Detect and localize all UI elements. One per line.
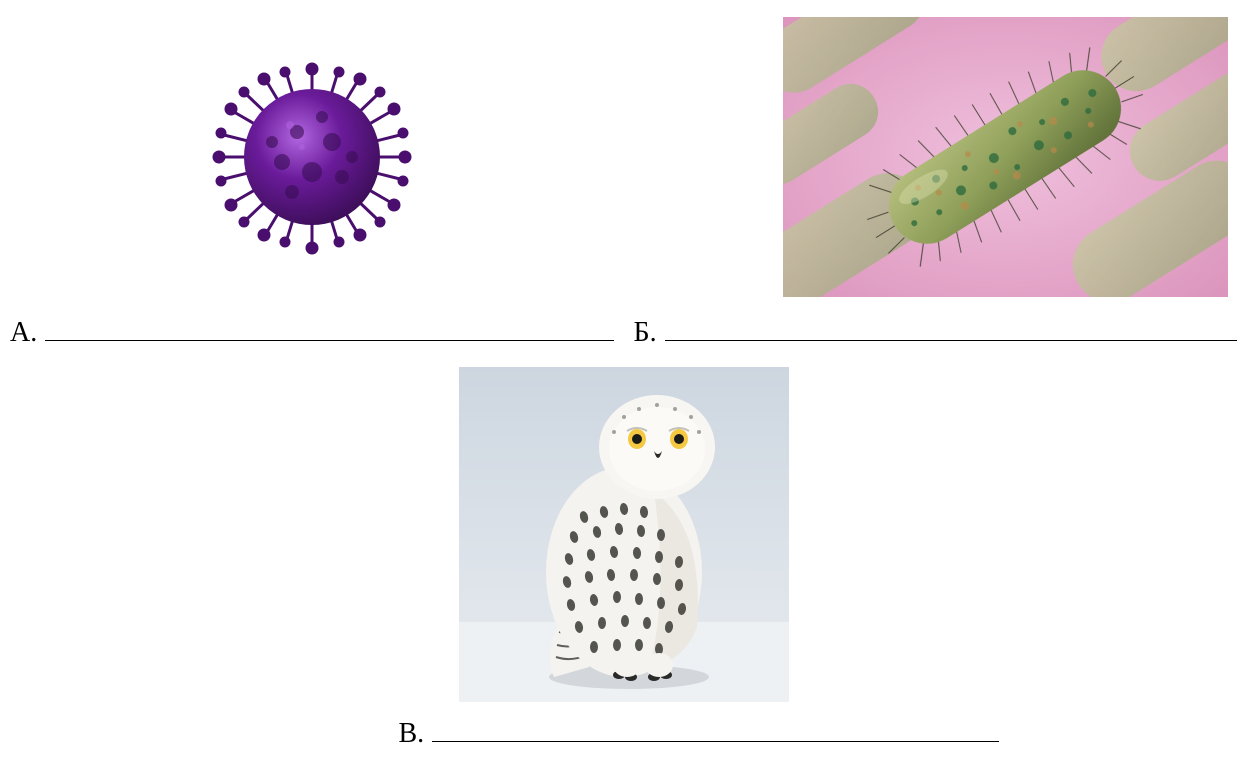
owl-icon: [459, 367, 789, 702]
image-b-bacteria: [783, 17, 1228, 297]
blank-line-a[interactable]: [45, 317, 613, 341]
top-row: [0, 0, 1247, 297]
blank-line-c[interactable]: [432, 718, 998, 742]
bacteria-icon: [783, 17, 1228, 297]
cell-a: [0, 17, 624, 297]
cell-c: [459, 367, 789, 702]
image-c-owl: [459, 367, 789, 702]
cell-b: [624, 17, 1247, 297]
label-a: А.: [0, 317, 624, 349]
label-b: Б.: [624, 317, 1247, 349]
virus-icon: [202, 47, 422, 267]
bottom-row: В.: [0, 367, 1247, 750]
label-c: В.: [399, 718, 999, 750]
blank-line-b[interactable]: [665, 317, 1237, 341]
label-row-top: А. Б.: [0, 317, 1247, 349]
letter-c: В.: [399, 718, 425, 750]
letter-b: Б.: [634, 317, 657, 349]
image-a-virus: [202, 47, 422, 267]
letter-a: А.: [10, 317, 37, 349]
